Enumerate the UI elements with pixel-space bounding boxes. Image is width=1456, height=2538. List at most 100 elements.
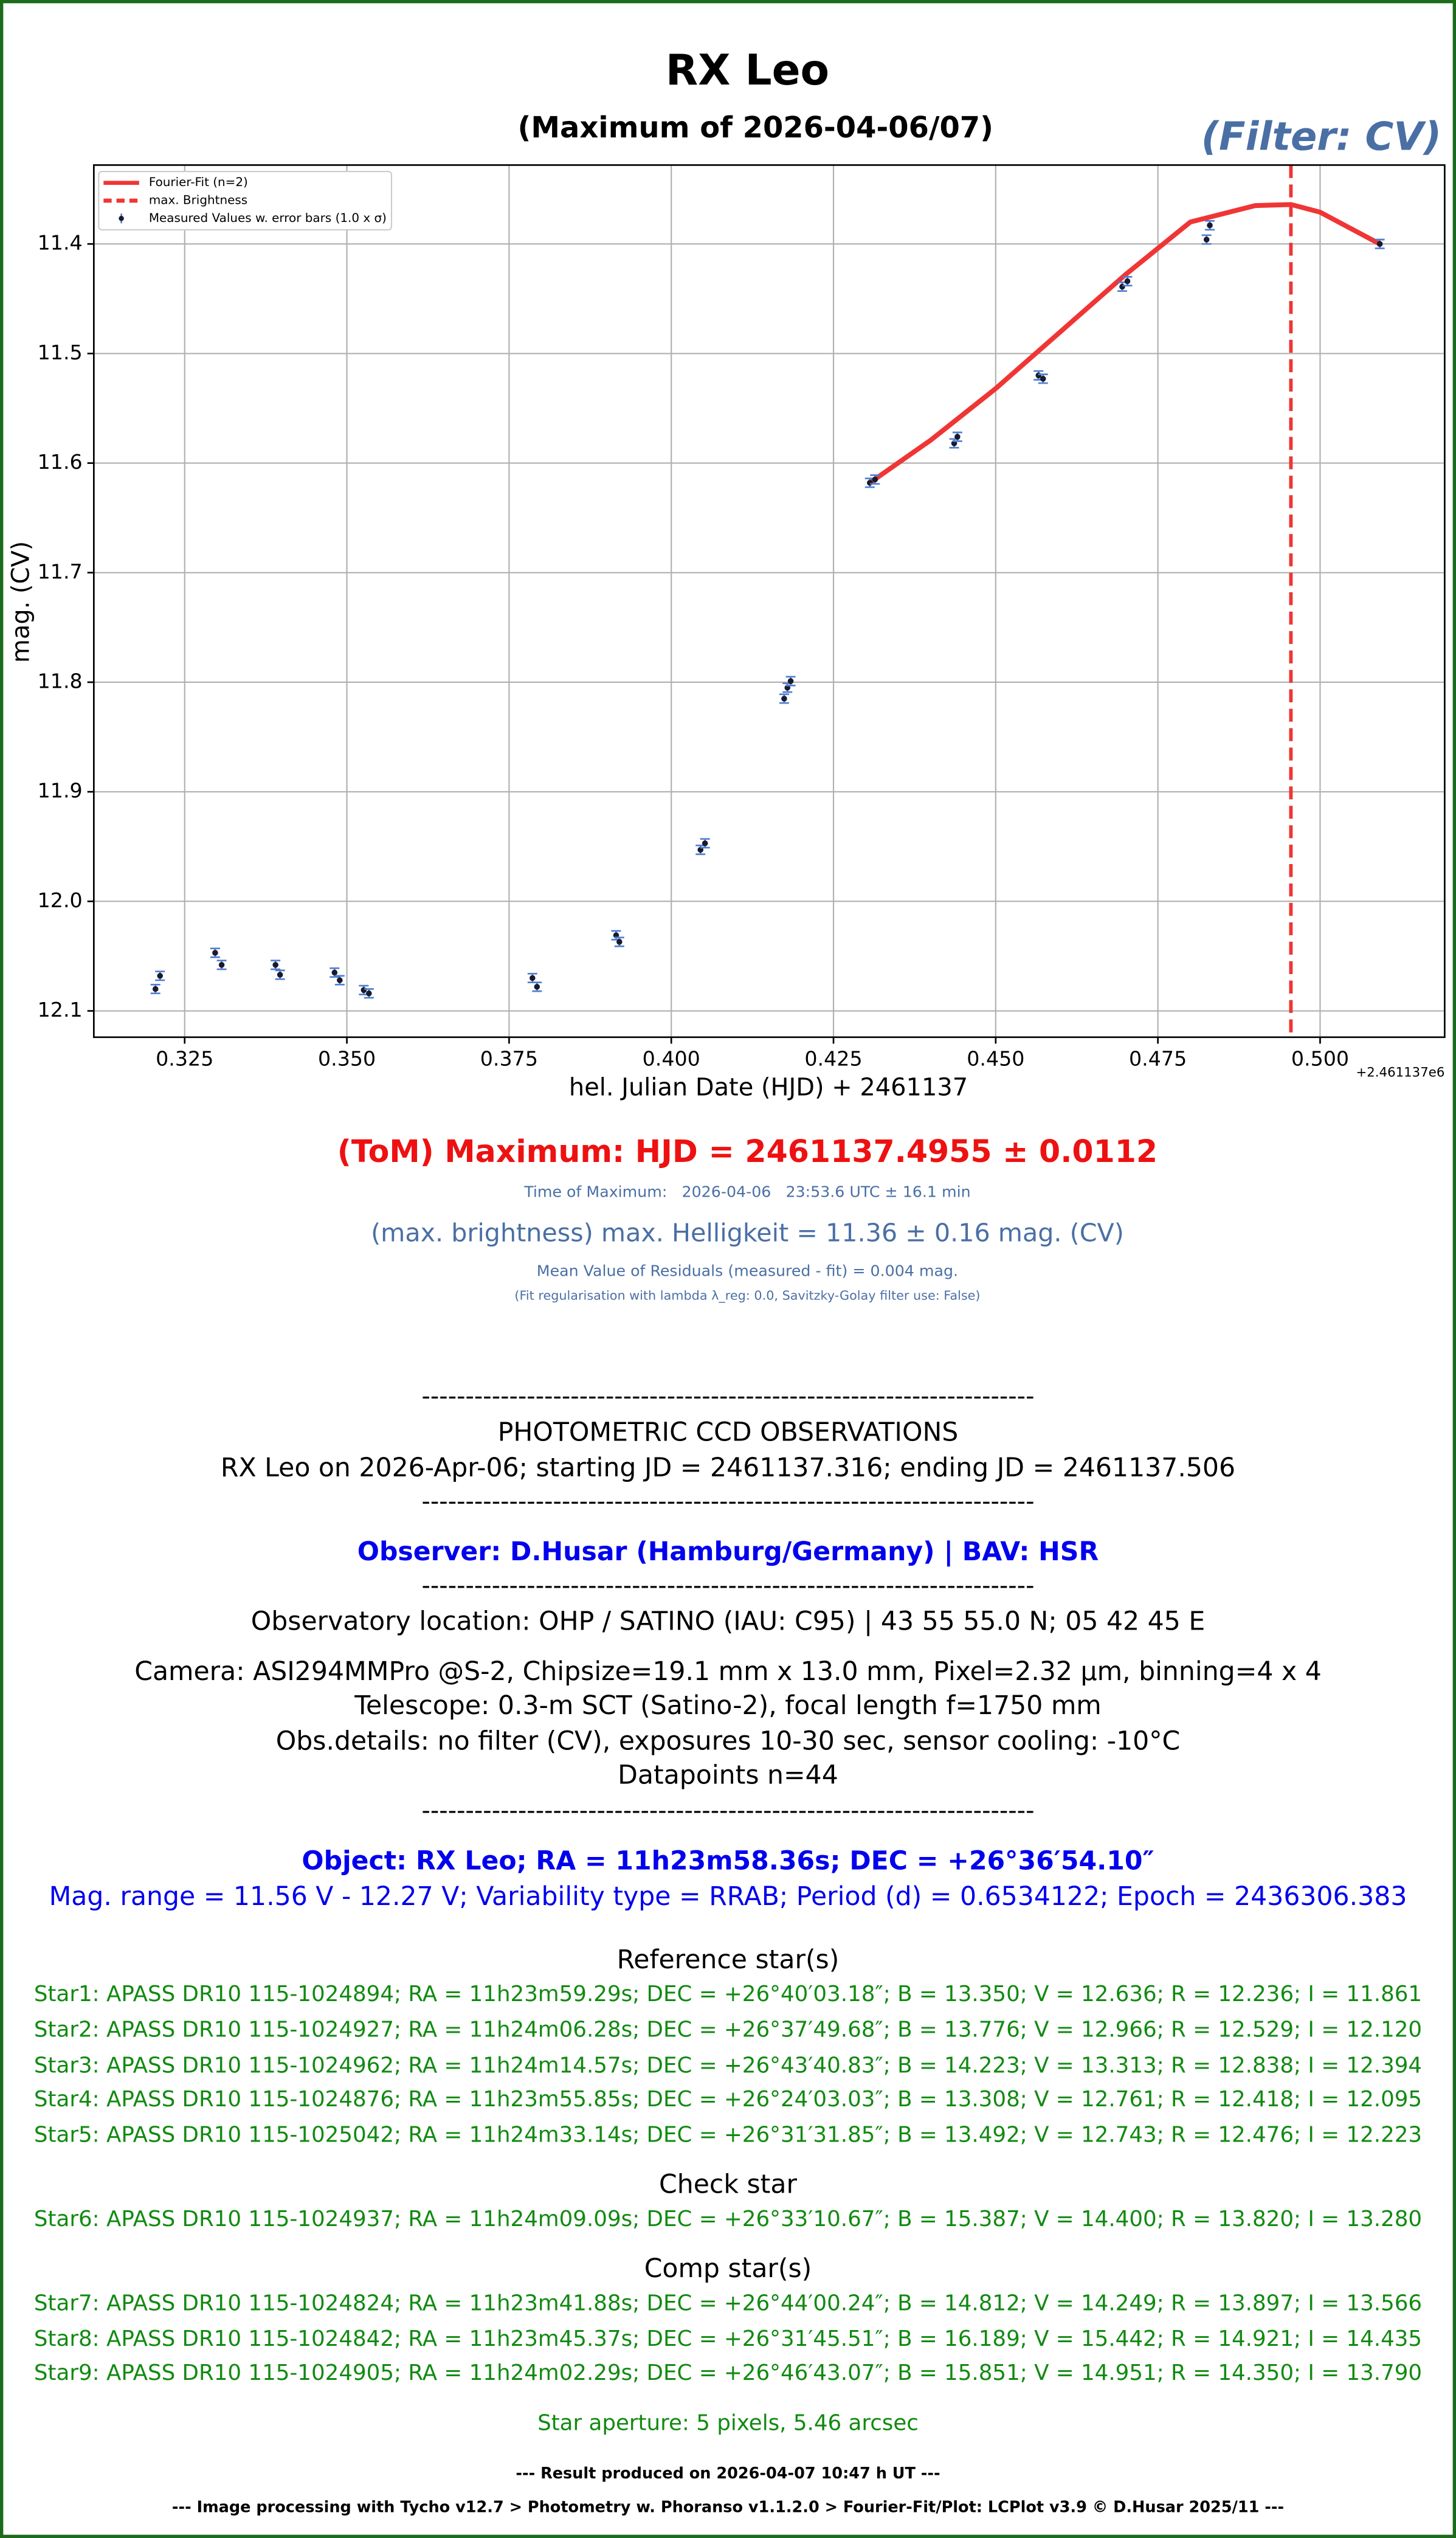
- report-line: Star7: APASS DR10 115-1024824; RA = 11h2…: [34, 2291, 1422, 2315]
- x-offset-label: +2.461137e6: [1356, 1065, 1444, 1080]
- y-tick-label: 12.1: [38, 998, 83, 1022]
- marker: [1119, 283, 1125, 290]
- y-tick-label: 11.8: [38, 669, 83, 693]
- tom-result: (ToM) Maximum: HJD = 2461137.4955 ± 0.01…: [337, 1133, 1158, 1169]
- report-line: Reference star(s): [617, 1945, 840, 1975]
- marker: [331, 969, 338, 976]
- report-line: Observatory location: OHP / SATINO (IAU:…: [251, 1606, 1205, 1637]
- x-tick-label: 0.500: [1291, 1047, 1349, 1071]
- report-line: Camera: ASI294MMPro @S-2, Chipsize=19.1 …: [134, 1656, 1322, 1687]
- time-result: Time of Maximum: 2026-04-06 23:53.6 UTC …: [523, 1183, 970, 1200]
- data-point: [334, 975, 345, 986]
- data-point: [210, 947, 220, 958]
- data-point: [614, 936, 624, 947]
- y-tick-label: 11.5: [38, 341, 83, 364]
- y-tick-label: 12.0: [38, 888, 83, 912]
- chart-title: RX Leo: [666, 46, 829, 95]
- y-tick-label: 11.9: [38, 779, 83, 803]
- marker: [1124, 278, 1131, 285]
- data-point: [364, 988, 374, 999]
- marker: [152, 986, 159, 992]
- brightness-result: (max. brightness) max. Helligkeit = 11.3…: [371, 1218, 1124, 1247]
- data-point: [870, 474, 880, 485]
- chart-subtitle: (Maximum of 2026-04-06/07): [517, 111, 993, 145]
- marker: [337, 977, 343, 983]
- fit-curve: [868, 202, 1381, 485]
- report-line: ----------------------------------------…: [422, 1797, 1035, 1825]
- report-line: Comp star(s): [644, 2253, 812, 2284]
- marker: [272, 962, 278, 968]
- report-line: RX Leo on 2026-Apr-06; starting JD = 246…: [221, 1453, 1235, 1483]
- regularisation-note: (Fit regularisation with lambda λ_reg: 0…: [514, 1288, 980, 1304]
- report-line: Mag. range = 11.56 V - 12.27 V; Variabil…: [49, 1881, 1407, 1912]
- report-line: Telescope: 0.3-m SCT (Satino-2), focal l…: [354, 1690, 1102, 1721]
- report-line: Star1: APASS DR10 115-1024894; RA = 11h2…: [34, 1982, 1422, 2007]
- y-axis-label: mag. (CV): [7, 541, 35, 663]
- data-point: [700, 838, 710, 849]
- marker: [872, 476, 878, 483]
- plot-frame: [93, 164, 1446, 1039]
- data-point: [1038, 373, 1048, 384]
- report-line: Star4: APASS DR10 115-1024876; RA = 11h2…: [34, 2087, 1422, 2112]
- report-line: Star aperture: 5 pixels, 5.46 arcsec: [537, 2410, 919, 2435]
- report-line: Object: RX Leo; RA = 11h23m58.36s; DEC =…: [302, 1845, 1154, 1876]
- x-tick-label: 0.325: [156, 1047, 213, 1071]
- data-point: [1205, 220, 1215, 231]
- data-point: [275, 969, 285, 980]
- report-line: --- Result produced on 2026-04-07 10:47 …: [516, 2464, 940, 2483]
- marker: [616, 939, 623, 945]
- marker: [218, 962, 225, 968]
- filter-label: (Filter: CV): [1201, 114, 1441, 159]
- marker: [534, 984, 540, 990]
- x-tick-label: 0.375: [480, 1047, 538, 1071]
- marker: [1040, 376, 1046, 382]
- marker: [530, 975, 536, 981]
- marker: [1203, 237, 1210, 243]
- report-line: Obs.details: no filter (CV), exposures 1…: [276, 1726, 1180, 1757]
- data-point: [1201, 234, 1212, 245]
- marker: [781, 696, 787, 702]
- report-line: --- Image processing with Tycho v12.7 > …: [172, 2498, 1284, 2517]
- report-line: ----------------------------------------…: [422, 1488, 1035, 1516]
- report-line: ----------------------------------------…: [422, 1572, 1035, 1600]
- report-line: Observer: D.Husar (Hamburg/Germany) | BA…: [357, 1537, 1099, 1567]
- report-line: Star5: APASS DR10 115-1025042; RA = 11h2…: [34, 2123, 1422, 2148]
- marker: [866, 480, 873, 486]
- legend: Fourier-Fit (n=2) max. Brightness Measured…: [98, 171, 393, 230]
- plot-area: [94, 165, 1445, 1037]
- data-point: [779, 693, 789, 704]
- x-axis-label: hel. Julian Date (HJD) + 2461137: [569, 1073, 968, 1101]
- x-tick-label: 0.450: [967, 1047, 1024, 1071]
- x-tick-label: 0.475: [1129, 1047, 1187, 1071]
- data-point: [785, 676, 796, 686]
- x-tick-label: 0.350: [318, 1047, 376, 1071]
- report-line: Check star: [659, 2170, 797, 2200]
- marker: [277, 972, 283, 978]
- y-tick-label: 11.6: [38, 450, 83, 474]
- y-tick-label: 11.7: [38, 559, 83, 583]
- marker: [787, 678, 794, 684]
- x-tick-label: 0.400: [643, 1047, 700, 1071]
- marker: [361, 987, 367, 994]
- legend-swatch: [119, 216, 124, 221]
- marker: [366, 990, 372, 997]
- legend-box: [98, 171, 393, 230]
- report-line: Star8: APASS DR10 115-1024842; RA = 11h2…: [34, 2326, 1422, 2351]
- report-line: ----------------------------------------…: [422, 1383, 1035, 1411]
- data-point: [155, 970, 165, 981]
- data-point: [1375, 238, 1385, 249]
- legend-label: max. Brightness: [149, 193, 247, 207]
- marker: [702, 840, 708, 846]
- marker: [954, 434, 961, 440]
- data-point: [271, 960, 281, 970]
- report-line: Datapoints n=44: [618, 1760, 838, 1790]
- marker: [1376, 241, 1383, 247]
- report-line: Star2: APASS DR10 115-1024927; RA = 11h2…: [34, 2018, 1422, 2042]
- data-point: [216, 960, 227, 970]
- report-line: Star3: APASS DR10 115-1024962; RA = 11h2…: [34, 2053, 1422, 2078]
- report-line: Star6: APASS DR10 115-1024937; RA = 11h2…: [34, 2207, 1422, 2232]
- data-point: [952, 431, 962, 442]
- marker: [212, 950, 218, 956]
- residuals-result: Mean Value of Residuals (measured - fit)…: [537, 1262, 958, 1280]
